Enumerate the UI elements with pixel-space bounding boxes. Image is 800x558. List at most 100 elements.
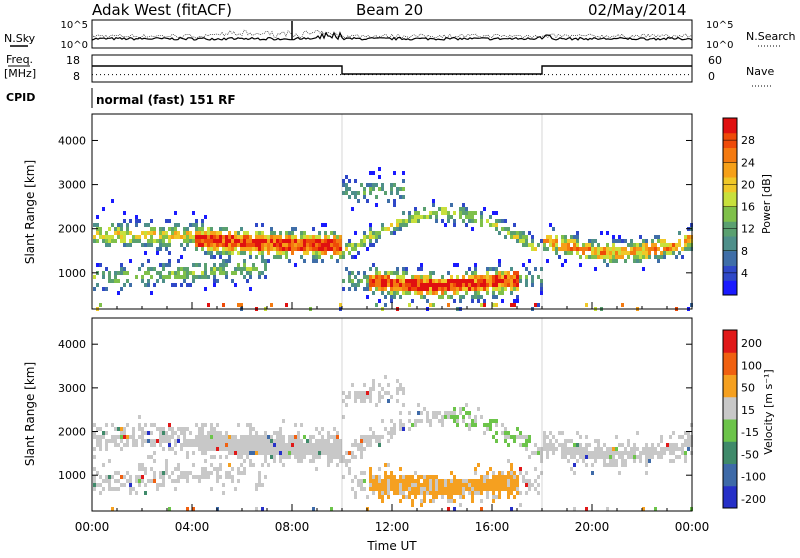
heatmap-cell xyxy=(399,195,402,199)
heatmap-cell xyxy=(438,411,441,415)
heatmap-cell xyxy=(381,183,384,187)
heatmap-cell xyxy=(513,235,516,239)
heatmap-cell xyxy=(399,279,402,283)
heatmap-cell xyxy=(585,455,588,459)
heatmap-cell xyxy=(570,451,573,455)
heatmap-cell xyxy=(453,407,456,411)
heatmap-cell xyxy=(378,479,381,483)
heatmap-cell xyxy=(348,391,351,395)
heatmap-cell xyxy=(474,219,477,223)
heatmap-cell xyxy=(156,247,159,251)
heatmap-cell xyxy=(198,263,201,267)
heatmap-cell xyxy=(633,451,636,455)
heatmap-cell xyxy=(375,439,378,443)
heatmap-cell xyxy=(105,231,108,235)
heatmap-cell xyxy=(414,423,417,427)
heatmap-cell xyxy=(564,259,567,263)
heatmap-cell xyxy=(585,435,588,439)
heatmap-cell xyxy=(342,191,345,195)
heatmap-cell xyxy=(219,431,222,435)
heatmap-cell xyxy=(459,503,462,507)
heatmap-cell xyxy=(201,471,204,475)
heatmap-cell xyxy=(195,263,198,267)
heatmap-cell xyxy=(222,267,225,271)
heatmap-cell xyxy=(225,435,228,439)
heatmap-cell xyxy=(318,451,321,455)
time-xtick-label: 12:00 xyxy=(375,520,410,534)
heatmap-cell xyxy=(546,239,549,243)
heatmap-cell xyxy=(234,283,237,287)
heatmap-cell xyxy=(666,251,669,255)
heatmap-cell xyxy=(591,451,594,455)
heatmap-cell xyxy=(387,475,390,479)
heatmap-cell xyxy=(462,491,465,495)
heatmap-cell xyxy=(132,443,135,447)
heatmap-cell xyxy=(429,279,432,283)
heatmap-cell xyxy=(159,475,162,479)
power-ylabel: Slant Range [km] xyxy=(23,160,37,264)
heatmap-cell xyxy=(621,239,624,243)
heatmap-cell xyxy=(489,275,492,279)
power-colorbar-tick: 8 xyxy=(741,245,748,258)
heatmap-cell xyxy=(534,247,537,251)
heatmap-cell xyxy=(342,179,345,183)
heatmap-cell xyxy=(96,263,99,267)
heatmap-cell xyxy=(222,227,225,231)
heatmap-cell xyxy=(303,451,306,455)
heatmap-cell xyxy=(561,443,564,447)
heatmap-cell xyxy=(279,431,282,435)
heatmap-cell xyxy=(354,455,357,459)
heatmap-cell xyxy=(231,279,234,283)
heatmap-cell xyxy=(471,495,474,499)
heatmap-cell xyxy=(381,227,384,231)
heatmap-cell xyxy=(483,207,486,211)
heatmap-cell xyxy=(249,271,252,275)
heatmap-cell xyxy=(273,239,276,243)
heatmap-cell xyxy=(480,415,483,419)
heatmap-cell xyxy=(381,491,384,495)
heatmap-cell xyxy=(624,459,627,463)
heatmap-cell xyxy=(324,251,327,255)
heatmap-cell xyxy=(447,271,450,275)
heatmap-cell xyxy=(165,219,168,223)
heatmap-cell xyxy=(441,419,444,423)
heatmap-cell xyxy=(246,231,249,235)
heatmap-cell xyxy=(120,235,123,239)
heatmap-cell xyxy=(531,243,534,247)
heatmap-cell xyxy=(492,295,495,299)
heatmap-cell xyxy=(621,443,624,447)
heatmap-cell xyxy=(549,223,552,227)
heatmap-cell xyxy=(612,463,615,467)
heatmap-cell xyxy=(162,243,165,247)
heatmap-cell xyxy=(99,427,102,431)
heatmap-cell xyxy=(210,231,213,235)
heatmap-cell xyxy=(378,495,381,499)
heatmap-cell xyxy=(444,487,447,491)
heatmap-cell xyxy=(459,299,462,303)
heatmap-cell xyxy=(456,275,459,279)
heatmap-cell xyxy=(306,439,309,443)
heatmap-cell xyxy=(324,235,327,239)
heatmap-cell xyxy=(504,435,507,439)
heatmap-cell xyxy=(450,411,453,415)
heatmap-cell xyxy=(363,243,366,247)
heatmap-cell xyxy=(222,247,225,251)
heatmap-cell xyxy=(363,383,366,387)
heatmap-cell xyxy=(525,239,528,243)
heatmap-cell xyxy=(423,407,426,411)
heatmap-cell xyxy=(255,243,258,247)
heatmap-cell xyxy=(429,303,432,307)
heatmap-cell xyxy=(642,243,645,247)
heatmap-cell xyxy=(297,455,300,459)
heatmap-cell xyxy=(390,419,393,423)
heatmap-cell xyxy=(258,435,261,439)
heatmap-cell xyxy=(546,447,549,451)
heatmap-cell xyxy=(633,247,636,251)
heatmap-cell xyxy=(270,303,273,307)
heatmap-cell xyxy=(438,287,441,291)
heatmap-cell xyxy=(582,243,585,247)
heatmap-cell xyxy=(507,279,510,283)
heatmap-cell xyxy=(411,499,414,503)
heatmap-cell xyxy=(234,451,237,455)
heatmap-cell xyxy=(507,435,510,439)
